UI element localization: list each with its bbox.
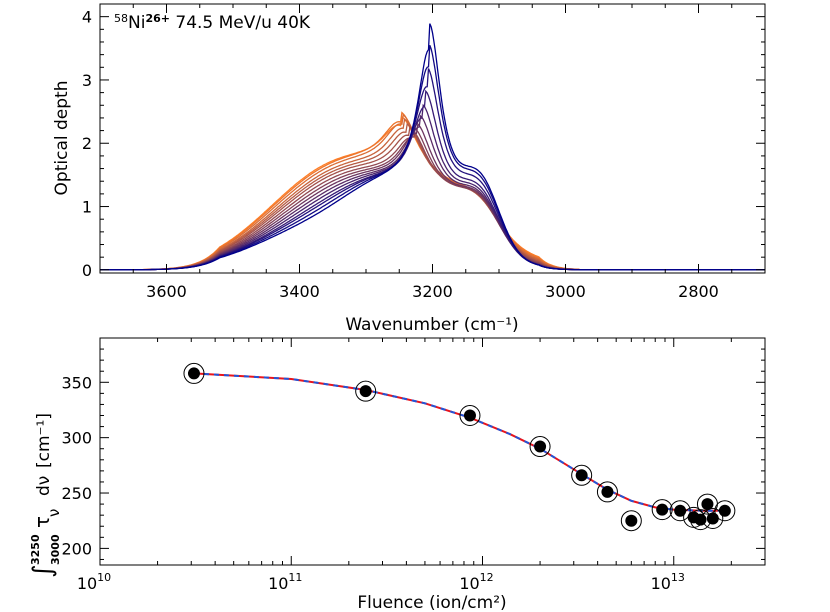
- spectrum-line-15: [100, 115, 765, 271]
- data-point-ring-3: [459, 405, 481, 427]
- spectrum-x-tick-label-0: 3600: [146, 282, 187, 301]
- fluence-plot-group: [183, 362, 736, 532]
- spectrum-y-axis-title: Optical depth: [52, 81, 72, 196]
- fluence-y-tick-label-0: 200: [61, 539, 92, 558]
- spectrum-line-3: [100, 68, 765, 271]
- data-point-ring-6: [596, 481, 618, 503]
- data-point-ring-4: [529, 436, 551, 458]
- annotation-charge: 26+: [145, 12, 170, 25]
- ylabel-unit: [cm⁻¹]: [34, 413, 54, 468]
- data-point-ring-5: [571, 464, 593, 486]
- fluence-x-axis-title: Fluence (ion/cm²): [357, 593, 506, 612]
- annotation-beam: 74.5 MeV/u 40K: [170, 13, 311, 33]
- data-point-7: [625, 514, 638, 527]
- fluence-y-tick-label-2: 300: [61, 429, 92, 448]
- spectrum-y-tick-label-2: 2: [82, 134, 92, 153]
- data-point-ring-1: [183, 362, 205, 384]
- fluence-x-tick-label-3: 1013: [651, 571, 685, 593]
- data-point-4: [534, 440, 547, 453]
- data-point-8: [656, 503, 669, 516]
- spectrum-line-12: [100, 118, 765, 271]
- fluence-ticks: 1010 1011 1012 1013 200 250 300 350: [61, 338, 766, 593]
- spectrum-line-4: [100, 89, 765, 271]
- ylabel-nu-subscript: ν: [45, 509, 63, 517]
- data-point-6: [601, 485, 614, 498]
- spectrum-x-tick-label-3: 3000: [545, 282, 586, 301]
- data-point-2: [359, 385, 372, 398]
- spectrum-y-tick-label-4: 4: [82, 8, 92, 27]
- spectrum-y-tick-label-0: 0: [82, 261, 92, 280]
- spectrum-annotation: 58Ni26+ 74.5 MeV/u 40K: [114, 12, 311, 33]
- spectrum-frame: [99, 3, 766, 274]
- annotation-element: Ni: [128, 13, 145, 33]
- data-point-5: [575, 469, 588, 482]
- fluence-x-tick-label-2: 1012: [459, 571, 493, 593]
- data-point-ring-13: [702, 507, 724, 529]
- spectrum-x-tick-label-4: 2800: [678, 282, 719, 301]
- data-point-13: [706, 512, 719, 525]
- spectrum-line-8: [100, 127, 765, 271]
- data-point-3: [463, 409, 476, 422]
- spectrum-x-axis-title: Wavenumber (cm⁻¹): [345, 315, 518, 335]
- fit-curve-dashed: [193, 372, 725, 512]
- spectrum-line-5: [100, 103, 765, 271]
- fit-curve-solid: [193, 372, 725, 512]
- ylabel-lower-limit: 3000: [49, 534, 62, 565]
- data-point-ring-7: [620, 510, 642, 532]
- spectrum-line-1: [100, 23, 765, 271]
- data-point-ring-2: [355, 380, 377, 402]
- spectrum-x-tick-label-2: 3200: [412, 282, 453, 301]
- ylabel-upper-limit: 3250: [29, 534, 42, 565]
- spectrum-line-13: [100, 113, 765, 271]
- data-point-12: [701, 498, 714, 511]
- data-point-9: [674, 504, 687, 517]
- data-point-1: [187, 367, 200, 380]
- spectrum-y-tick-label-1: 1: [82, 198, 92, 217]
- spectrum-line-14: [100, 111, 765, 271]
- spectrum-line-10: [100, 126, 765, 271]
- ylabel-integral: ∫: [28, 564, 58, 578]
- data-point-ring-14: [714, 500, 736, 522]
- ylabel-dnu: dν: [34, 476, 54, 496]
- spectrum-line-6: [100, 114, 765, 271]
- fluence-y-axis-title: ∫ 3250 3000 τ ν dν [cm⁻¹]: [28, 413, 63, 578]
- spectrum-ticks: 3600 3400 3200 3000 2800 0 1 2 3 4: [82, 4, 765, 301]
- spectrum-y-tick-label-3: 3: [82, 71, 92, 90]
- fluence-x-tick-label-0: 1010: [77, 571, 111, 593]
- fluence-frame: [99, 337, 766, 566]
- spectrum-panel: 3600 3400 3200 3000 2800 0 1 2 3 4 58Ni26+ 74.5 M…: [52, 3, 766, 335]
- annotation-isotope: 58: [114, 12, 128, 25]
- fluence-y-tick-label-1: 250: [61, 484, 92, 503]
- fluence-x-tick-label-1: 1011: [268, 571, 302, 593]
- data-point-ring-8: [651, 499, 673, 521]
- ylabel-tau: τ: [30, 516, 54, 528]
- spectrum-series-group: [100, 23, 765, 271]
- spectrum-x-tick-label-1: 3400: [279, 282, 320, 301]
- fluence-panel: 1010 1011 1012 1013 200 250 300 350 Fluence (io…: [28, 337, 766, 612]
- data-point-ring-9: [669, 500, 691, 522]
- data-point-14: [718, 504, 731, 517]
- spectrum-line-9: [100, 128, 765, 271]
- fluence-y-tick-label-3: 350: [61, 373, 92, 392]
